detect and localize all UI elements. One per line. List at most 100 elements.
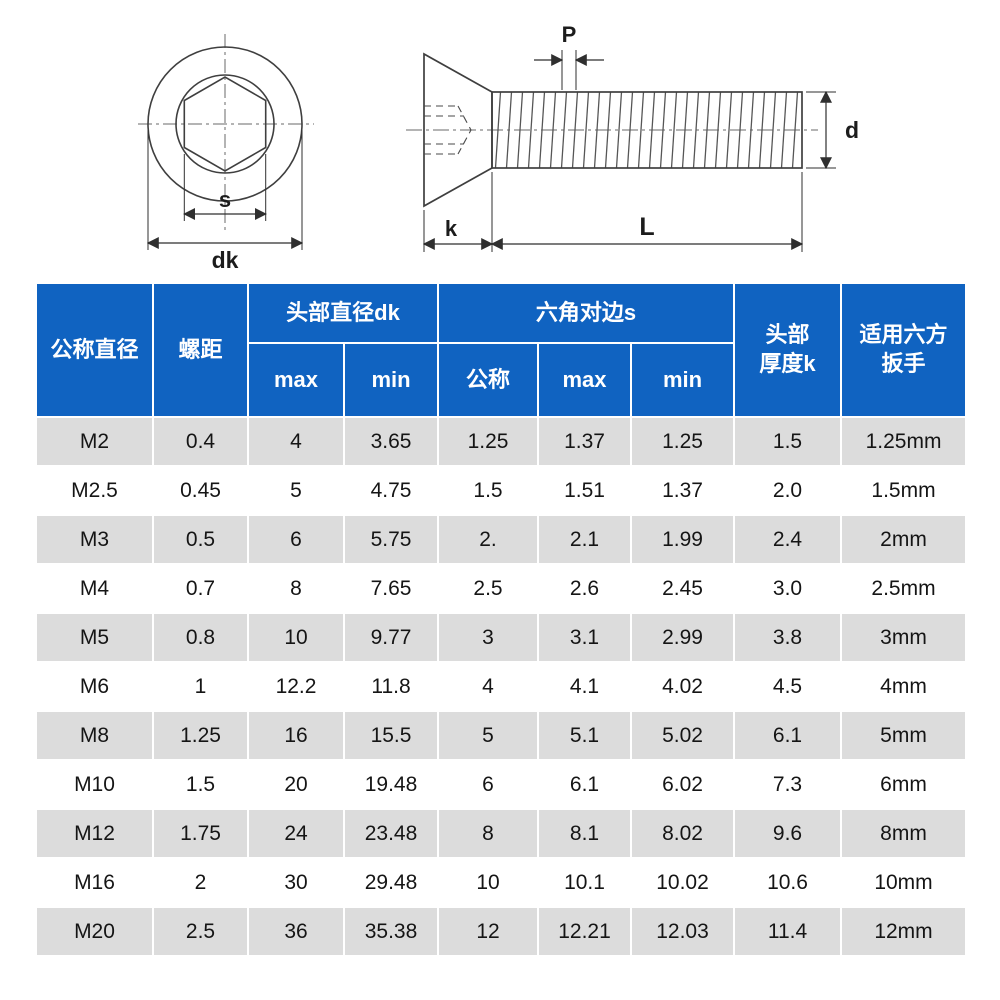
- table-cell: 2.6: [537, 563, 632, 614]
- label-pitch-p: P: [562, 22, 577, 47]
- col-header-dk-max: max: [247, 342, 345, 418]
- table-cell: 5mm: [840, 710, 968, 761]
- col-header-dk-min: min: [343, 342, 439, 418]
- table-cell: 1.25: [152, 710, 249, 761]
- table-cell: 6mm: [840, 759, 968, 810]
- col-header-head-diameter-dk: 头部直径dk: [247, 282, 439, 344]
- col-header-s-nominal: 公称: [437, 342, 539, 418]
- table-cell: 29.48: [343, 857, 439, 908]
- header-row-1: 公称直径 螺距 头部直径dk 六角对边s 头部 厚度k 适用六方 扳手: [35, 282, 968, 418]
- label-head-height-k: k: [445, 216, 458, 241]
- col-header-head-thickness-k: 头部 厚度k: [733, 282, 843, 418]
- label-socket-s: s: [219, 187, 231, 212]
- col-header-pitch: 螺距: [152, 282, 249, 418]
- wrench-line2: 扳手: [881, 351, 926, 376]
- table-cell: 8.1: [537, 808, 632, 859]
- table-cell: 1.99: [629, 514, 736, 565]
- table-cell: 2.45: [629, 563, 736, 614]
- table-cell: 24: [247, 808, 345, 859]
- row-label: M8: [35, 710, 154, 761]
- table-cell: 6.02: [629, 759, 736, 810]
- table-cell: 30: [247, 857, 345, 908]
- table-cell: 4.75: [343, 465, 439, 516]
- row-label: M16: [35, 857, 154, 908]
- col-header-hex-across-flats-s: 六角对边s: [436, 282, 736, 344]
- table-cell: 10: [437, 857, 539, 908]
- table-row: M3 0.5 6 5.75 2. 2.1 1.99 2.4 2mm: [35, 514, 968, 565]
- table-cell: 12.21: [537, 906, 632, 957]
- table-cell: 6: [437, 759, 539, 810]
- table-cell: 4: [437, 661, 539, 712]
- table-cell: 10mm: [840, 857, 968, 908]
- table-cell: 2.4: [733, 514, 843, 565]
- table-cell: 6.1: [733, 710, 843, 761]
- table-cell: 1.37: [537, 416, 632, 467]
- table-cell: 5: [437, 710, 539, 761]
- table-cell: 4.5: [733, 661, 843, 712]
- col-header-hex-wrench: 适用六方 扳手: [840, 282, 968, 418]
- head-outer-circle: [147, 46, 303, 202]
- table-cell: 2.1: [537, 514, 632, 565]
- row-label: M10: [35, 759, 154, 810]
- table-cell: 7.65: [343, 563, 439, 614]
- wrench-line1: 适用六方: [859, 322, 948, 348]
- table-cell: 0.4: [152, 416, 249, 467]
- table-row: M12 1.75 24 23.48 8 8.1 8.02 9.6 8mm: [35, 808, 968, 859]
- table-cell: 8: [247, 563, 345, 614]
- table-cell: 7.3: [733, 759, 843, 810]
- table-cell: 15.5: [343, 710, 439, 761]
- table-cell: 4: [247, 416, 345, 467]
- table-cell: 10.02: [629, 857, 736, 908]
- table-cell: 1.51: [537, 465, 632, 516]
- table-row: M8 1.25 16 15.5 5 5.1 5.02 6.1 5mm: [35, 710, 968, 761]
- threaded-shank: [491, 91, 803, 169]
- table-cell: 5.02: [629, 710, 736, 761]
- table-row: M20 2.5 36 35.38 12 12.21 12.03 11.4 12m…: [35, 906, 968, 957]
- table-cell: 20: [247, 759, 345, 810]
- spec-table-container: 公称直径 螺距 头部直径dk 六角对边s 头部 厚度k 适用六方 扳手 max: [35, 282, 968, 957]
- table-cell: 12.03: [629, 906, 736, 957]
- table-cell: 10.1: [537, 857, 632, 908]
- row-label: M20: [35, 906, 154, 957]
- table-cell: 1.5mm: [840, 465, 968, 516]
- table-cell: 23.48: [343, 808, 439, 859]
- technical-drawing: s dk P d: [138, 22, 859, 273]
- screw-side-view: [423, 52, 803, 208]
- table-cell: 2.5: [152, 906, 249, 957]
- head-top-view: [138, 34, 314, 232]
- head-inner-circle: [175, 74, 275, 174]
- table-cell: 36: [247, 906, 345, 957]
- table-cell: 5.1: [537, 710, 632, 761]
- table-cell: 3.65: [343, 416, 439, 467]
- table-cell: 19.48: [343, 759, 439, 810]
- header-row-2: max min 公称 max min: [36, 342, 966, 418]
- table-cell: 3.0: [733, 563, 843, 614]
- table-cell: 4.1: [537, 661, 632, 712]
- spec-table: 公称直径 螺距 头部直径dk 六角对边s 头部 厚度k 适用六方 扳手 max: [35, 282, 968, 957]
- d-dimension: [806, 90, 836, 170]
- table-row: M10 1.5 20 19.48 6 6.1 6.02 7.3 6mm: [35, 759, 968, 810]
- table-cell: 10.6: [733, 857, 843, 908]
- table-cell: 11.4: [733, 906, 843, 957]
- head-thickness-line1: 头部: [765, 322, 810, 348]
- table-cell: 1.25mm: [840, 416, 968, 467]
- table-cell: 0.5: [152, 514, 249, 565]
- table-cell: 3.1: [537, 612, 632, 663]
- table-cell: 1.25: [629, 416, 736, 467]
- row-label: M12: [35, 808, 154, 859]
- table-row: M4 0.7 8 7.65 2.5 2.6 2.45 3.0 2.5mm: [35, 563, 968, 614]
- row-label: M3: [35, 514, 154, 565]
- table-cell: 1.25: [437, 416, 539, 467]
- table-cell: 11.8: [343, 661, 439, 712]
- table-cell: 1.5: [733, 416, 843, 467]
- row-label: M5: [35, 612, 154, 663]
- l-dimension: [490, 172, 804, 252]
- table-cell: 6.1: [537, 759, 632, 810]
- table-cell: 3mm: [840, 612, 968, 663]
- s-dimension: [183, 154, 267, 221]
- table-cell: 8mm: [840, 808, 968, 859]
- table-cell: 1.75: [152, 808, 249, 859]
- table-cell: 5: [247, 465, 345, 516]
- table-row: M2.5 0.45 5 4.75 1.5 1.51 1.37 2.0 1.5mm: [35, 465, 968, 516]
- p-dimension: [534, 50, 604, 90]
